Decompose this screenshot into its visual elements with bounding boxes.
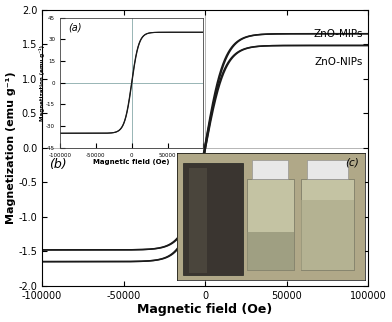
Text: ZnO-MIPs: ZnO-MIPs (314, 29, 363, 39)
Text: (b): (b) (49, 158, 66, 171)
Text: ZnO-NIPs: ZnO-NIPs (315, 57, 363, 67)
X-axis label: Magnetic field (Oe): Magnetic field (Oe) (138, 303, 273, 317)
Y-axis label: Magnetization (emu g⁻¹): Magnetization (emu g⁻¹) (5, 71, 16, 224)
